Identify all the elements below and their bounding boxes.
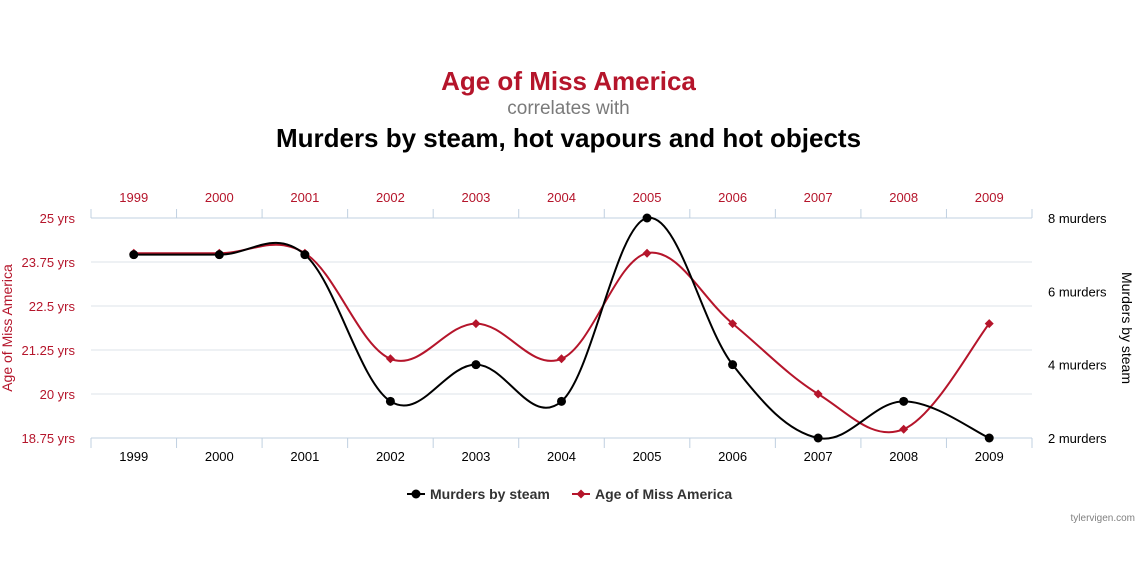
legend-label-age-of-miss-america: Age of Miss America: [595, 486, 732, 502]
data-point-age-of-miss-america: [813, 389, 823, 399]
x-tick-label-top: 2004: [547, 190, 576, 205]
data-point-murders-by-steam: [385, 396, 395, 406]
data-point-age-of-miss-america: [728, 319, 738, 329]
credit-text: tylervigen.com: [1070, 513, 1135, 524]
y-left-axis-title: Age of Miss America: [0, 264, 15, 392]
x-tick-label-top: 2007: [804, 190, 833, 205]
x-tick-label-bottom: 2000: [205, 449, 234, 464]
data-point-age-of-miss-america: [899, 424, 909, 434]
data-point-murders-by-steam: [557, 396, 566, 406]
x-tick-label-bottom: 2009: [975, 449, 1004, 464]
x-tick-label-bottom: 2008: [889, 449, 918, 464]
y-right-tick-label: 2 murders: [1048, 431, 1107, 446]
y-left-tick-label: 18.75 yrs: [22, 431, 76, 446]
data-point-age-of-miss-america: [385, 354, 395, 364]
y-left-tick-label: 20 yrs: [40, 387, 76, 402]
data-point-age-of-miss-america: [557, 354, 566, 364]
x-tick-label-top: 2000: [205, 190, 234, 205]
y-right-tick-label: 8 murders: [1048, 211, 1107, 226]
x-tick-label-top: 1999: [119, 190, 148, 205]
data-point-murders-by-steam: [984, 433, 994, 443]
x-tick-label-top: 2002: [376, 190, 405, 205]
chart-title-secondary: Murders by steam, hot vapours and hot ob…: [275, 123, 862, 153]
data-point-murders-by-steam: [214, 250, 224, 260]
y-left-tick-label: 21.25 yrs: [22, 343, 76, 358]
data-point-age-of-miss-america: [642, 248, 652, 258]
y-left-tick-label: 23.75 yrs: [22, 255, 76, 270]
legend-marker-age-of-miss-america: [576, 489, 586, 499]
data-point-murders-by-steam: [129, 250, 139, 260]
x-tick-label-bottom: 2001: [290, 449, 319, 464]
x-tick-label-top: 2001: [290, 190, 319, 205]
x-tick-label-top: 2006: [718, 190, 747, 205]
y-right-tick-label: 4 murders: [1048, 358, 1107, 373]
x-tick-label-bottom: 1999: [119, 449, 148, 464]
data-point-murders-by-steam: [471, 360, 481, 370]
data-point-murders-by-steam: [813, 433, 823, 443]
x-tick-label-top: 2003: [461, 190, 490, 205]
y-left-tick-label: 25 yrs: [40, 211, 76, 226]
x-tick-label-top: 2008: [889, 190, 918, 205]
legend-label-murders-by-steam: Murders by steam: [430, 486, 550, 502]
chart-title-connector: correlates with: [507, 98, 630, 119]
legend-marker-murders-by-steam: [411, 489, 421, 499]
y-left-tick-label: 22.5 yrs: [29, 299, 76, 314]
y-right-tick-label: 6 murders: [1048, 284, 1107, 299]
data-point-age-of-miss-america: [984, 319, 994, 329]
data-point-age-of-miss-america: [471, 319, 481, 329]
data-point-murders-by-steam: [642, 213, 652, 223]
chart-title-primary: Age of Miss America: [441, 66, 696, 96]
x-tick-label-bottom: 2006: [718, 449, 747, 464]
x-tick-label-top: 2009: [975, 190, 1004, 205]
y-right-axis-title: Murders by steam: [1119, 272, 1135, 384]
x-tick-label-bottom: 2007: [804, 449, 833, 464]
data-point-murders-by-steam: [899, 396, 909, 406]
data-point-murders-by-steam: [728, 360, 738, 370]
x-tick-label-bottom: 2005: [633, 449, 662, 464]
x-tick-label-bottom: 2002: [376, 449, 405, 464]
x-tick-label-bottom: 2003: [461, 449, 490, 464]
data-point-murders-by-steam: [300, 250, 310, 260]
x-tick-label-top: 2005: [633, 190, 662, 205]
x-tick-label-bottom: 2004: [547, 449, 576, 464]
